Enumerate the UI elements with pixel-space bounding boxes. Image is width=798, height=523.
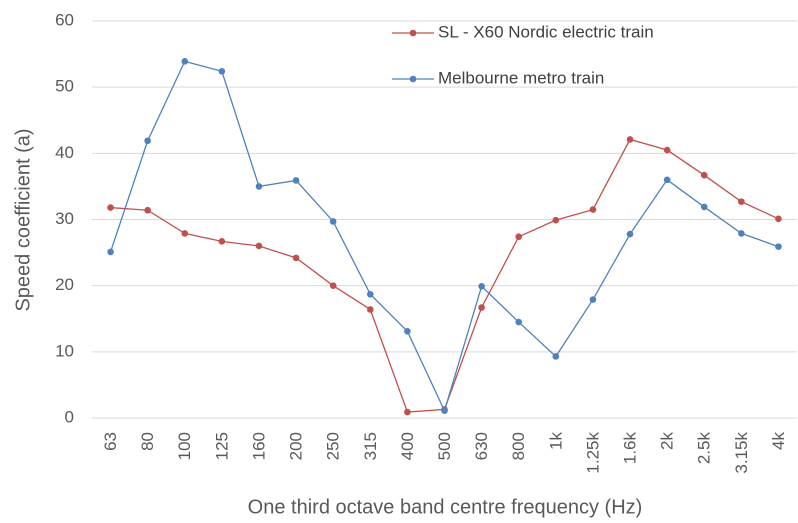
point bbox=[626, 230, 634, 238]
x-tick-label: 63 bbox=[101, 432, 120, 451]
x-tick-label: 315 bbox=[361, 432, 380, 460]
x-tick-label: 1.25k bbox=[583, 432, 602, 474]
point bbox=[738, 198, 745, 205]
x-tick-label: 630 bbox=[472, 432, 491, 460]
series-line bbox=[110, 138, 779, 413]
point bbox=[775, 215, 782, 223]
point bbox=[552, 353, 560, 360]
x-tick-label: 160 bbox=[249, 432, 268, 460]
legend-label: Melbourne metro train bbox=[438, 68, 604, 87]
legend-marker bbox=[409, 75, 417, 83]
point bbox=[181, 58, 189, 65]
point bbox=[329, 218, 337, 225]
point bbox=[478, 304, 485, 311]
x-tick-label: 250 bbox=[324, 432, 343, 460]
point bbox=[552, 216, 560, 224]
point bbox=[441, 407, 448, 415]
y-tick-label: 20 bbox=[55, 275, 74, 294]
point bbox=[329, 282, 337, 289]
point bbox=[107, 248, 114, 256]
x-tick-label: 1k bbox=[546, 432, 565, 450]
point bbox=[144, 137, 151, 145]
x-tick-label: 2k bbox=[658, 432, 677, 450]
legend-label: SL - X60 Nordic electric train bbox=[438, 22, 654, 41]
x-tick-label: 500 bbox=[435, 432, 454, 460]
point bbox=[515, 233, 523, 241]
y-tick-label: 10 bbox=[55, 341, 74, 360]
y-tick-label: 60 bbox=[55, 10, 74, 29]
y-tick-label: 0 bbox=[65, 407, 74, 426]
point bbox=[181, 230, 189, 237]
point bbox=[255, 183, 263, 190]
legend-marker bbox=[409, 29, 417, 37]
point bbox=[700, 203, 708, 211]
y-tick-label: 40 bbox=[55, 143, 74, 162]
point bbox=[478, 283, 485, 290]
point bbox=[663, 146, 671, 154]
x-tick-label: 400 bbox=[398, 432, 417, 460]
x-tick-label: 3.15k bbox=[732, 432, 751, 474]
point bbox=[404, 328, 411, 335]
point bbox=[589, 206, 597, 213]
point bbox=[589, 296, 597, 303]
point bbox=[255, 242, 263, 250]
y-axis-title: Speed coefficient (a) bbox=[12, 128, 34, 311]
point bbox=[404, 408, 411, 416]
y-tick-label: 30 bbox=[55, 209, 74, 228]
point bbox=[626, 136, 634, 143]
x-tick-label: 100 bbox=[175, 432, 194, 460]
x-tick-label: 800 bbox=[509, 432, 528, 460]
point bbox=[515, 318, 523, 326]
point bbox=[218, 238, 226, 245]
series-line bbox=[109, 60, 779, 413]
point bbox=[292, 177, 300, 184]
point bbox=[775, 243, 782, 250]
x-tick-label: 1.6k bbox=[621, 432, 640, 465]
x-tick-label: 125 bbox=[212, 432, 231, 460]
point bbox=[366, 290, 374, 298]
point bbox=[107, 204, 114, 211]
point bbox=[144, 206, 151, 214]
point bbox=[663, 176, 671, 184]
x-tick-label: 4k bbox=[769, 432, 788, 450]
point bbox=[700, 171, 708, 179]
point bbox=[292, 254, 300, 262]
y-tick-label: 50 bbox=[55, 77, 74, 96]
x-tick-label: 2.5k bbox=[695, 432, 714, 465]
point bbox=[738, 230, 745, 237]
point bbox=[366, 306, 374, 313]
x-axis-title: One third octave band centre frequency (… bbox=[248, 496, 643, 518]
x-tick-label: 200 bbox=[287, 432, 306, 460]
x-tick-label: 80 bbox=[138, 432, 157, 451]
point bbox=[218, 67, 226, 75]
